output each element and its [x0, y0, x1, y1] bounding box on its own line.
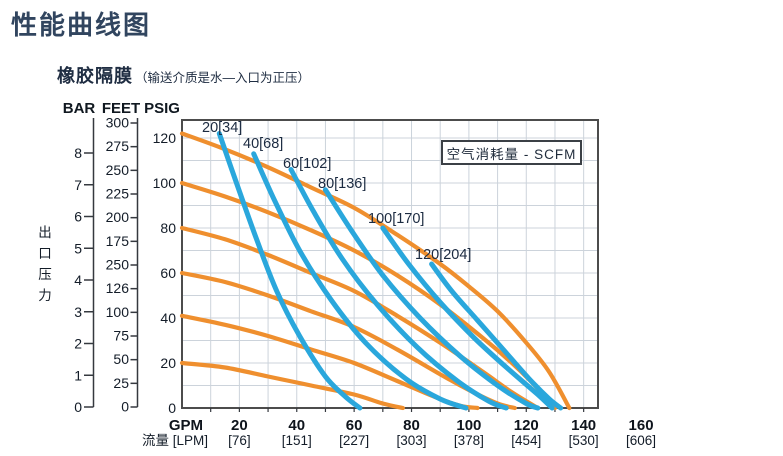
bar-tick-label: 1	[74, 367, 82, 383]
plot-border	[181, 119, 599, 409]
gpm-tick-label: 80	[403, 417, 420, 434]
lpm-tick-label: [227]	[339, 433, 369, 448]
air-curve	[251, 151, 469, 411]
feet-tick-label: 250	[106, 162, 130, 178]
pressure-curve	[179, 131, 572, 411]
psig-tick-label: 40	[160, 310, 176, 326]
air-curves	[216, 131, 564, 411]
bar-axis	[84, 118, 95, 408]
feet-tick-label: 100	[106, 304, 130, 320]
x-axis-unit-gpm: GPM	[169, 417, 203, 434]
air-curve	[322, 187, 541, 411]
lpm-tick-label: [378]	[454, 433, 484, 448]
feet-tick-label: 0	[121, 399, 129, 415]
subtitle-pump-type: 橡胶隔膜	[57, 66, 133, 86]
x-axis: 20[76] 40[151] 60[227] 80[303] 100[378] 120[4…	[142, 408, 656, 448]
air-curve-label: 120[204]	[415, 247, 471, 263]
feet-tick-label: 126	[106, 280, 130, 296]
y-axis-title-char: 出	[38, 225, 52, 240]
gpm-tick-label: 100	[456, 417, 481, 434]
pressure-curves	[179, 131, 572, 411]
chart-subtitle: 橡胶隔膜 （输送介质是水—入口为正压）	[57, 62, 310, 88]
bar-tick-label: 5	[74, 240, 82, 256]
air-curve-label: 40[68]	[243, 136, 283, 152]
feet-tick-label: 275	[106, 138, 130, 154]
y-axis-title-char: 力	[38, 288, 52, 303]
gpm-tick-label: 160	[629, 417, 654, 434]
psig-tick-label: 100	[153, 175, 177, 191]
air-curve	[380, 225, 555, 411]
feet-tick-label: 50	[113, 351, 129, 367]
feet-tick-label: 200	[106, 209, 130, 225]
air-consumption-legend: 空气消耗量 - SCFM	[441, 140, 582, 165]
bar-tick-label: 8	[74, 145, 82, 161]
gpm-tick-label: 120	[514, 417, 539, 434]
air-curve	[429, 261, 564, 411]
air-curve	[216, 131, 363, 411]
lpm-tick-label: [530]	[569, 433, 599, 448]
lpm-tick-label: [76]	[228, 433, 251, 448]
x-axis-unit-lpm: 流量 [LPM]	[142, 433, 208, 448]
gpm-tick-label: 40	[288, 417, 305, 434]
feet-tick-label: 250	[106, 257, 130, 273]
lpm-tick-label: [454]	[511, 433, 541, 448]
psig-tick-label: 0	[168, 400, 176, 416]
y-axis-title-char: 压	[38, 267, 52, 282]
page-title: 性能曲线图	[11, 10, 152, 40]
air-curve-label: 100[170]	[368, 211, 424, 227]
bar-tick-label: 0	[74, 399, 82, 415]
feet-tick-label: 300	[106, 115, 130, 131]
gpm-tick-label: 20	[231, 417, 248, 434]
feet-axis-header: FEET	[102, 100, 140, 117]
subtitle-note: （输送介质是水—入口为正压）	[135, 71, 311, 85]
feet-tick-label: 175	[106, 233, 130, 249]
air-curve	[288, 167, 509, 411]
lpm-tick-label: [606]	[626, 433, 656, 448]
air-curve-label: 60[102]	[283, 156, 331, 172]
feet-tick-label: 75	[113, 328, 129, 344]
feet-axis	[130, 118, 139, 408]
feet-tick-label: 25	[113, 375, 129, 391]
psig-tick-label: 20	[160, 355, 176, 371]
lpm-tick-label: [151]	[282, 433, 312, 448]
bar-tick-label: 7	[74, 177, 82, 193]
bar-axis-header: BAR	[63, 100, 96, 117]
bar-tick-label: 4	[74, 272, 82, 288]
air-curve-label: 80[136]	[318, 176, 366, 192]
gpm-tick-label: 140	[571, 417, 596, 434]
gpm-tick-label: 60	[346, 417, 363, 434]
bar-tick-label: 6	[74, 209, 82, 225]
pressure-curve	[179, 360, 405, 411]
bar-tick-label: 2	[74, 336, 82, 352]
feet-tick-label: 225	[106, 186, 130, 202]
psig-tick-label: 80	[160, 220, 176, 236]
y-axis-title-char: 口	[38, 246, 52, 261]
bar-tick-label: 3	[74, 304, 82, 320]
psig-tick-label: 60	[160, 265, 176, 281]
psig-axis-header: PSIG	[144, 100, 180, 117]
lpm-tick-label: [303]	[397, 433, 427, 448]
air-curve-label: 20[34]	[202, 120, 242, 136]
psig-tick-label: 120	[153, 130, 177, 146]
